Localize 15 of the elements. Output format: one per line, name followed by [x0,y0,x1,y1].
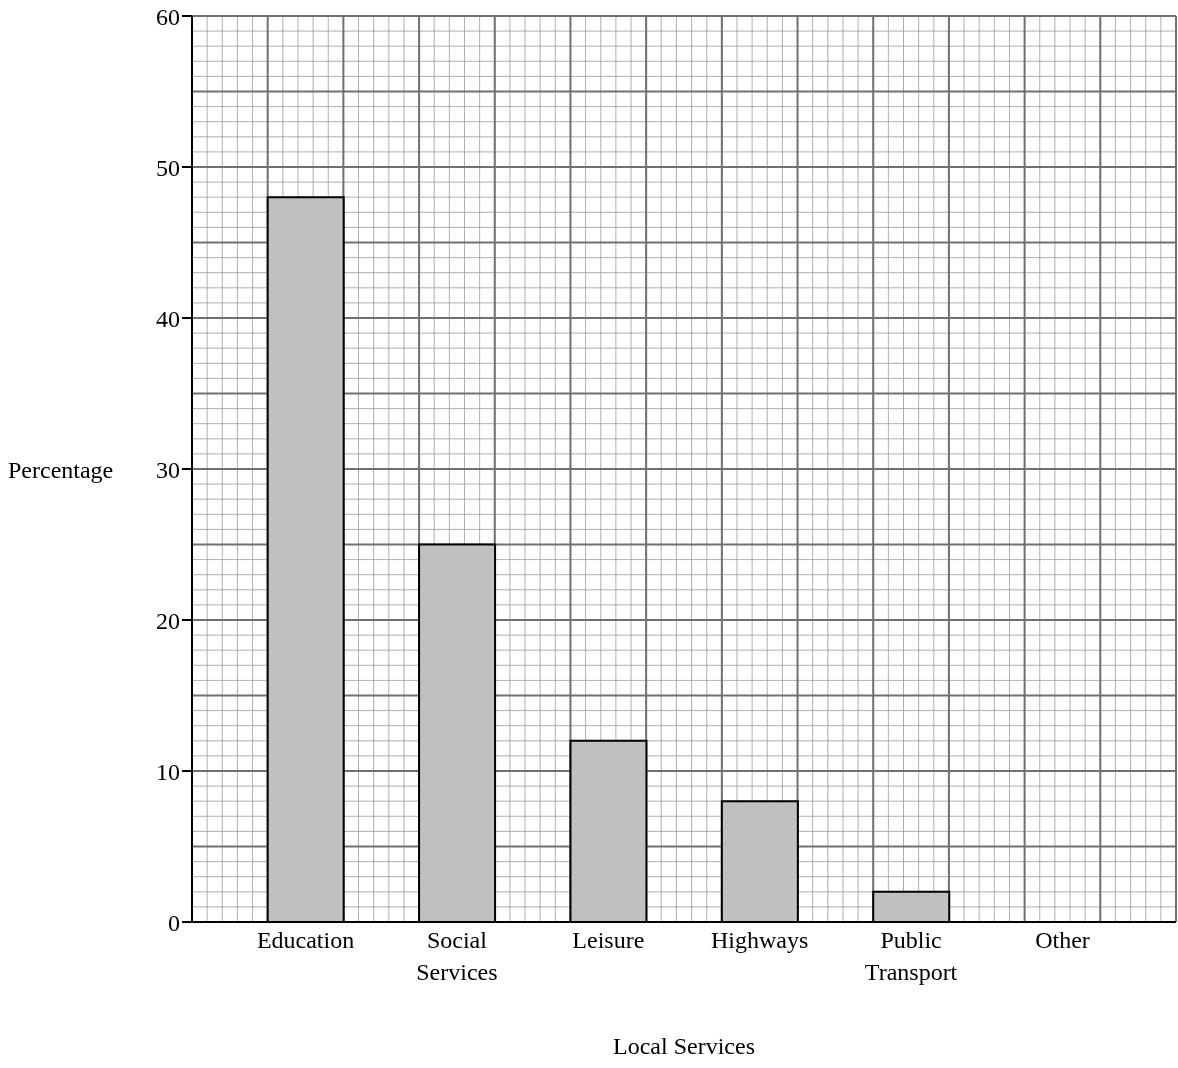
y-tick-label: 60 [156,3,180,30]
y-tick-label: 10 [156,758,180,785]
x-tick-label: Other [1035,927,1090,953]
x-tick-label: Education [256,927,355,953]
x-tick-label: Social Services [416,927,498,985]
y-tick-label: 20 [156,607,180,634]
x-tick-label: Public Transport [864,927,958,985]
y-tick-label: 40 [156,305,180,332]
y-tick-label: 50 [156,154,180,181]
y-tick-label: 30 [156,456,180,483]
y-tick-label: 0 [168,909,180,936]
x-axis-title: Local Services [613,1033,755,1059]
x-tick-label: Highways [711,927,809,953]
x-tick-label: Leisure [572,927,645,953]
y-axis-title: Percentage [8,456,114,483]
